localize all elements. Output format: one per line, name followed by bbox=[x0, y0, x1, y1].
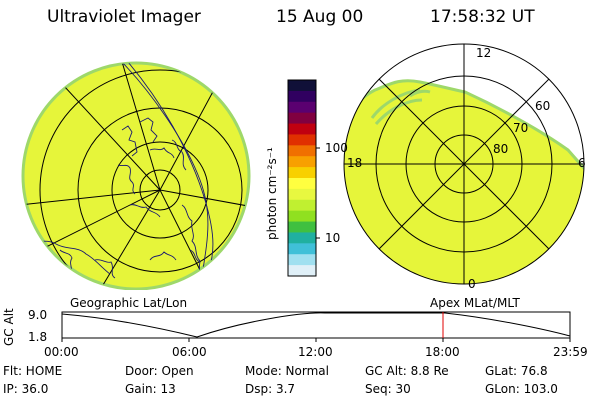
apex-panel-label: Apex MLat/MLT bbox=[430, 296, 520, 310]
altitude-plot-frame bbox=[61, 311, 571, 339]
polar-mlt-18: 18 bbox=[347, 156, 363, 170]
status-flt: Flt: HOME bbox=[3, 364, 63, 378]
geographic-panel-label: Geographic Lat/Lon bbox=[70, 296, 188, 310]
lat-circle-80 bbox=[139, 169, 181, 211]
polar-mlt-0: 0 bbox=[468, 277, 476, 291]
colorbar-frame bbox=[287, 79, 317, 277]
altitude-curve bbox=[61, 312, 571, 338]
lat-circle-50 bbox=[39, 69, 249, 289]
x-ticks bbox=[61, 338, 571, 342]
status-ip: IP: 36.0 bbox=[3, 382, 49, 396]
lon-line bbox=[119, 63, 161, 191]
colorbar-segment bbox=[288, 80, 316, 92]
colorbar-segment bbox=[288, 167, 316, 179]
time-label: 17:58:32 UT bbox=[430, 7, 535, 27]
polar-mlt-6: 6 bbox=[578, 156, 586, 170]
colorbar-segment bbox=[288, 188, 316, 201]
xtick-1800: 18:00 bbox=[425, 345, 460, 359]
xtick-0600: 06:00 bbox=[172, 345, 207, 359]
xtick-2359: 23:59 bbox=[553, 345, 588, 359]
altitude-ytick-9: 9.0 bbox=[28, 308, 48, 322]
status-glon: GLon: 103.0 bbox=[485, 382, 558, 396]
status-gain: Gain: 13 bbox=[125, 382, 176, 396]
colorbar-segment bbox=[288, 210, 316, 223]
lon-line bbox=[159, 189, 249, 211]
colorbar-segment bbox=[288, 199, 316, 212]
lat-circle-70 bbox=[111, 141, 209, 239]
colorbar bbox=[287, 79, 317, 277]
app-title: Ultraviolet Imager bbox=[47, 7, 201, 27]
colorbar-tick-10: 10 bbox=[325, 231, 341, 245]
status-door: Door: Open bbox=[125, 364, 194, 378]
polar-lat-60-label: 60 bbox=[535, 99, 551, 113]
status-mode: Mode: Normal bbox=[245, 364, 329, 378]
polar-mlt-12: 12 bbox=[476, 46, 492, 60]
colorbar-segment bbox=[288, 178, 316, 190]
polar-lat-80-label: 80 bbox=[493, 142, 509, 156]
colorbar-segment bbox=[288, 156, 316, 168]
geographic-image bbox=[21, 61, 251, 290]
status-dsp: Dsp: 3.7 bbox=[245, 382, 296, 396]
colorbar-segment bbox=[288, 221, 316, 233]
status-gcalt: GC Alt: 8.8 Re bbox=[365, 364, 449, 378]
colorbar-unit-label: photon cm⁻²s⁻¹ bbox=[265, 147, 279, 240]
colorbar-segment bbox=[288, 232, 316, 244]
altitude-ylabel: GC Alt bbox=[2, 308, 16, 346]
colorbar-segment bbox=[288, 134, 316, 146]
status-seq: Seq: 30 bbox=[365, 382, 411, 396]
colorbar-segment bbox=[288, 265, 316, 277]
lon-line bbox=[23, 189, 161, 206]
lon-line bbox=[99, 189, 161, 289]
colorbar-segment bbox=[288, 123, 316, 135]
polar-meridian-diag bbox=[378, 78, 550, 250]
polar-image bbox=[343, 43, 585, 285]
colorbar-segment bbox=[288, 101, 316, 114]
colorbar-segment bbox=[288, 90, 316, 103]
colorbar-segment bbox=[288, 243, 316, 255]
altitude-ytick-1: 1.8 bbox=[28, 330, 48, 344]
colorbar-segment bbox=[288, 112, 316, 125]
status-glat: GLat: 76.8 bbox=[485, 364, 548, 378]
colorbar-segment bbox=[288, 254, 316, 266]
xtick-0000: 00:00 bbox=[44, 345, 79, 359]
date-label: 15 Aug 00 bbox=[276, 7, 364, 27]
polar-lat-70-label: 70 bbox=[513, 121, 529, 135]
altitude-plot bbox=[61, 311, 571, 342]
colorbar-tick-100: 100 bbox=[325, 141, 348, 155]
colorbar-segment bbox=[288, 145, 316, 157]
xtick-1200: 12:00 bbox=[298, 345, 333, 359]
colorbar-ticks bbox=[316, 147, 320, 239]
